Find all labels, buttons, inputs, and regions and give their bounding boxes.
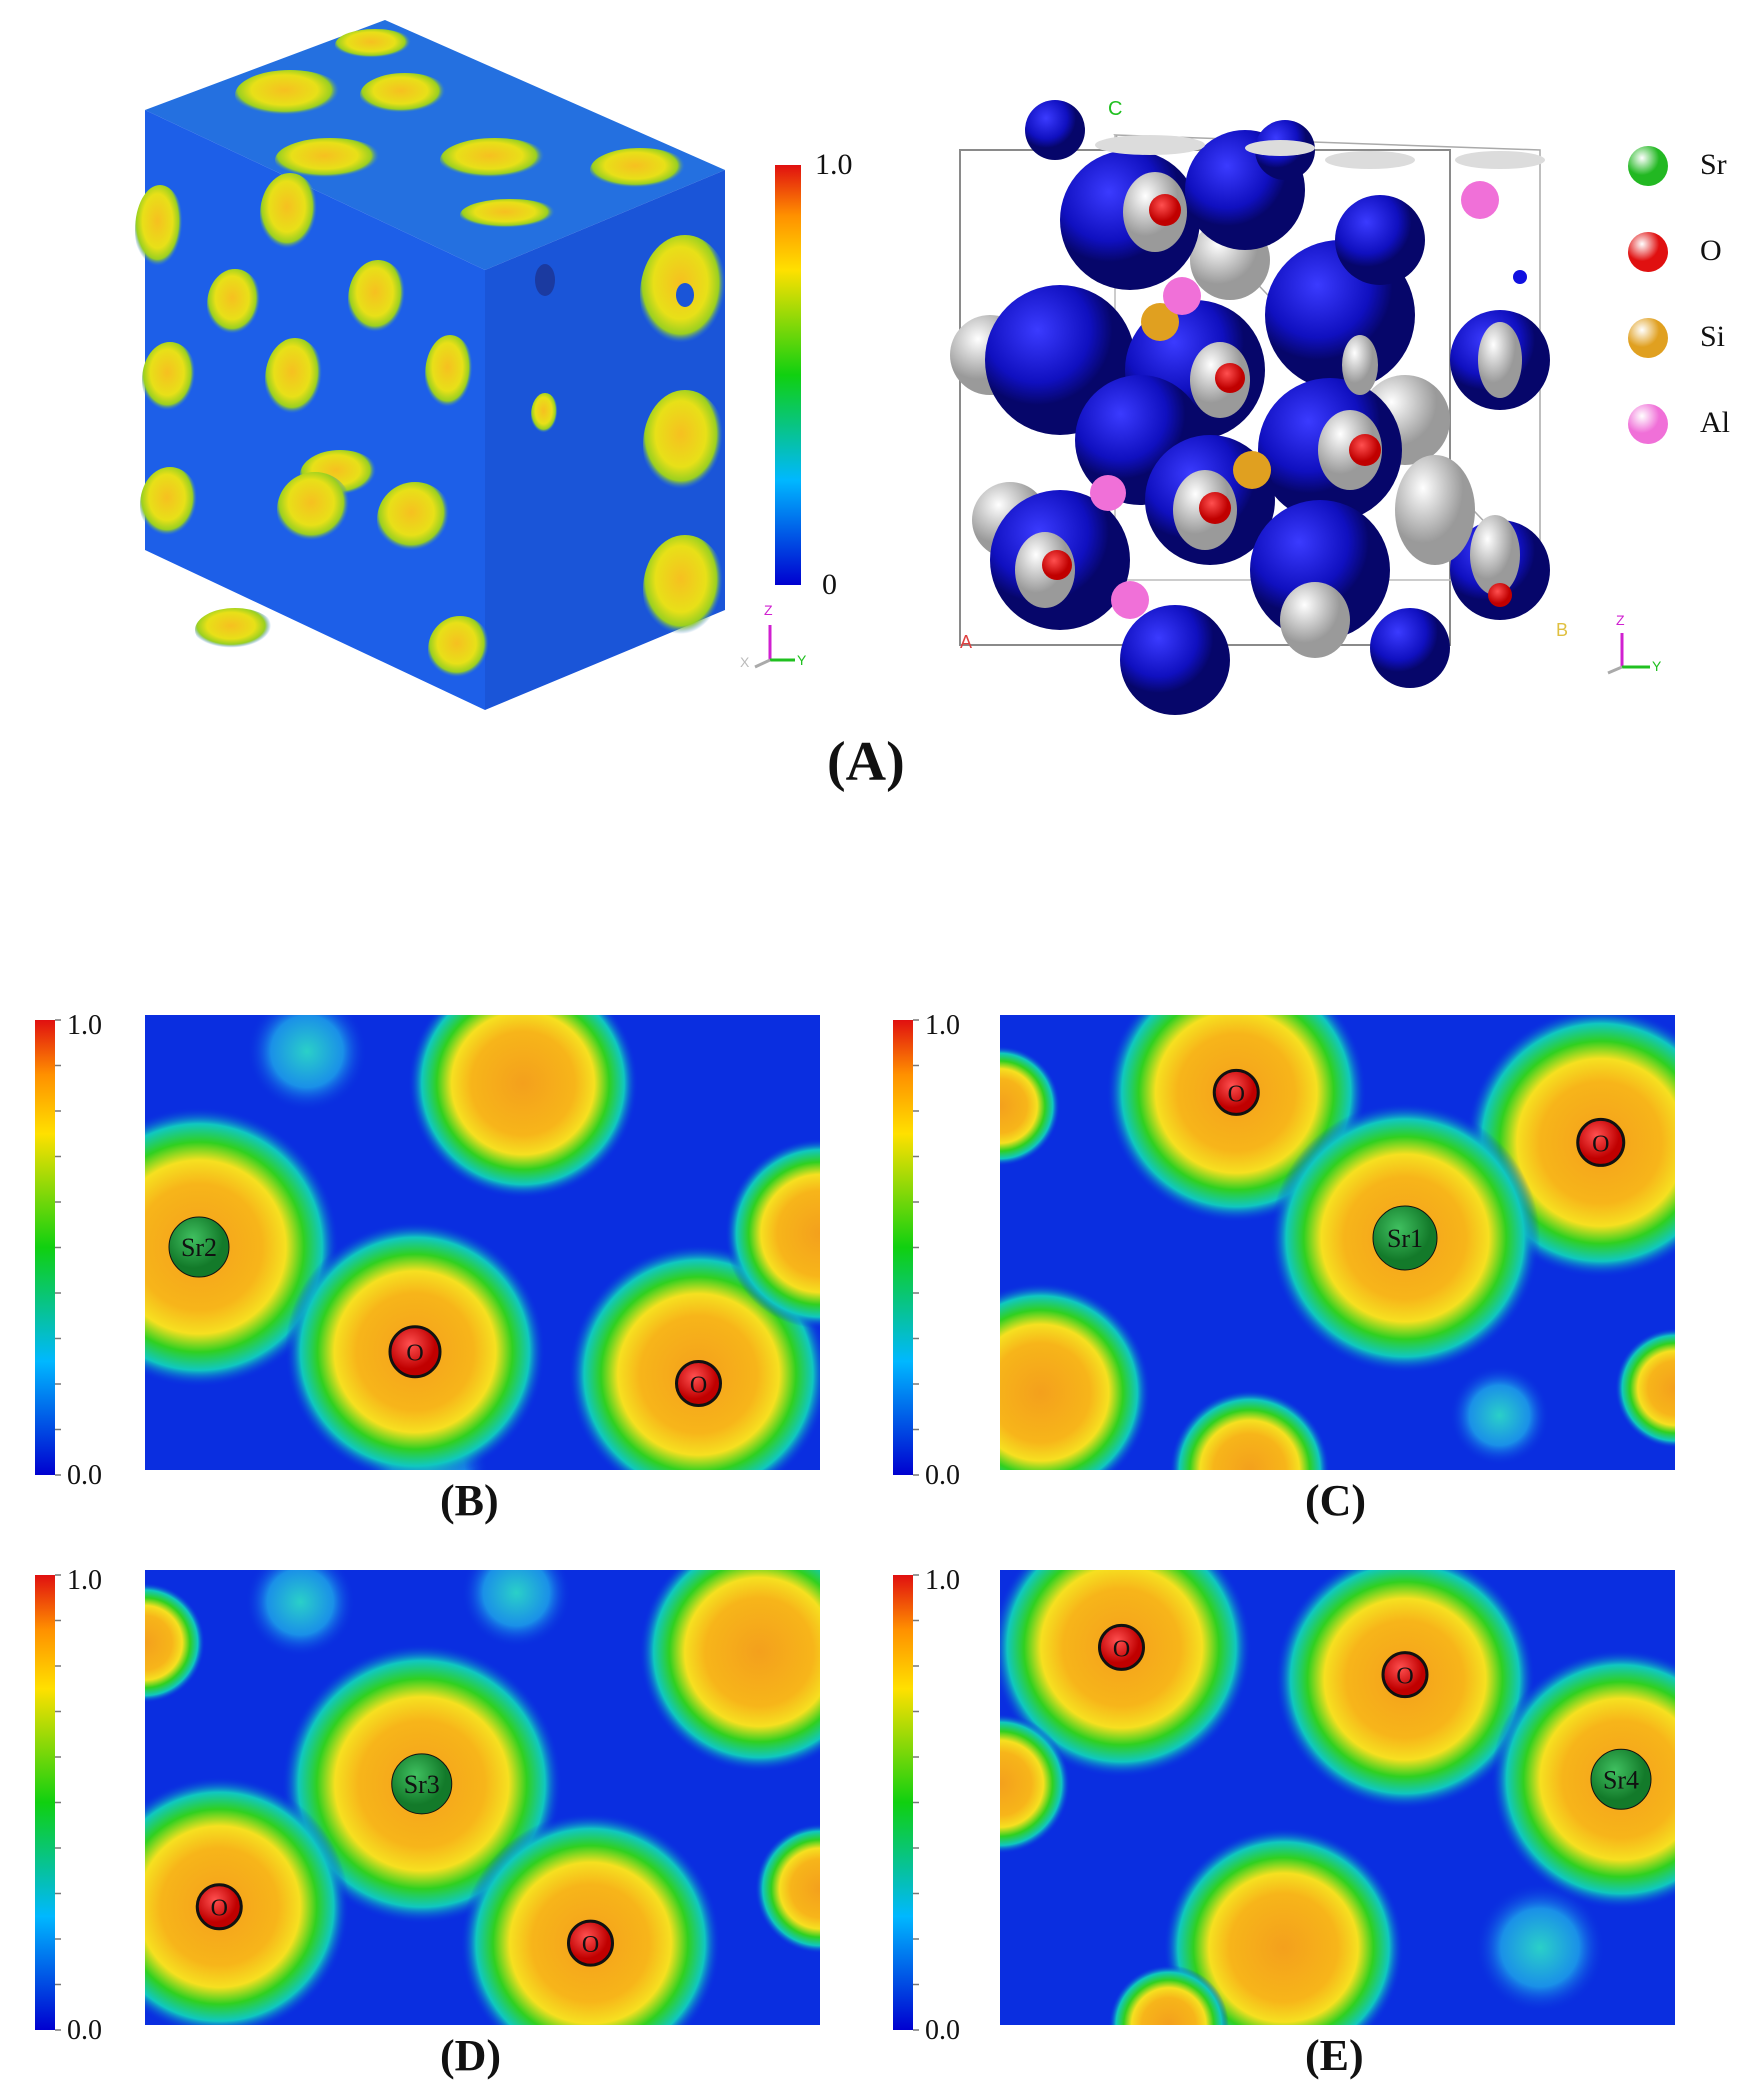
atom-label: O — [1228, 1081, 1245, 1107]
axis-x-left: X — [740, 654, 750, 670]
atom-label: Sr2 — [181, 1233, 217, 1262]
elf-low-region — [247, 1015, 367, 1112]
o-atom — [1212, 1068, 1260, 1116]
cell-axis-c: C — [1108, 98, 1123, 120]
colorbar-b — [35, 1019, 61, 1476]
axis-y-right: Y — [1652, 658, 1662, 674]
panel-b-label: (B) — [440, 1476, 499, 1525]
elf-low-region — [461, 1570, 572, 1648]
atom-label: Sr4 — [1603, 1765, 1639, 1794]
atom-label: Sr1 — [1387, 1224, 1423, 1253]
elf-high-region — [1000, 1713, 1070, 1854]
elf-high-region — [1000, 1282, 1151, 1470]
legend-swatch — [1628, 146, 1668, 186]
colorbar-e-max: 1.0 — [925, 1565, 960, 1596]
sr-atom — [1372, 1205, 1438, 1271]
atom-label: O — [1396, 1664, 1413, 1690]
elf-high-region — [460, 1813, 721, 2025]
legend-swatch — [1628, 318, 1668, 358]
elf-low-region — [1449, 1365, 1550, 1466]
legend-item-si: Si — [1620, 312, 1753, 372]
axis-z-right: Z — [1616, 612, 1625, 628]
elf-high-region — [1000, 1570, 1252, 1778]
elf-map-b: Sr2 O O — [145, 1015, 820, 1470]
o-atom — [675, 1360, 722, 1408]
crystal-structure — [950, 100, 1550, 715]
legend-label: O — [1700, 234, 1722, 267]
colorbar-e-min: 0.0 — [925, 2015, 960, 2046]
panel-e-label: (E) — [1305, 2031, 1364, 2080]
axis-z-left: Z — [764, 602, 773, 618]
panel-a-label: (A) — [827, 731, 905, 793]
elf-high-region — [145, 1582, 205, 1703]
panel-a-colorbar-max: 1.0 — [815, 148, 853, 181]
panel-a-colorbar-min: 0 — [822, 568, 837, 601]
sr-atom — [168, 1216, 230, 1278]
atom-label: O — [690, 1373, 707, 1399]
legend-swatch — [1628, 232, 1668, 272]
elf-high-region — [755, 1823, 820, 1954]
colorbar-b-max: 1.0 — [67, 1010, 102, 1041]
colorbar-d-max: 1.0 — [67, 1565, 102, 1596]
panel-c-label: (C) — [1305, 1476, 1367, 1525]
sr-atom — [391, 1753, 453, 1815]
elf-high-region — [1169, 1390, 1330, 1470]
elf-map-e: O O Sr4 — [1000, 1570, 1675, 2025]
atom-label: Sr3 — [404, 1770, 440, 1799]
elf-high-region — [1108, 1965, 1229, 2025]
colorbar-c-max: 1.0 — [925, 1010, 960, 1041]
atom-label: O — [211, 1896, 228, 1922]
elf-high-region — [145, 1776, 350, 2025]
atom-label: O — [1592, 1131, 1609, 1157]
panel-d-label: (D) — [440, 2031, 502, 2080]
o-atom — [1576, 1117, 1626, 1167]
sr-atom — [1590, 1748, 1652, 1810]
elf-map-d: Sr3 O O — [145, 1570, 820, 2025]
elf-high-region — [408, 1015, 638, 1199]
colorbar-d-min: 0.0 — [67, 2015, 102, 2046]
legend-swatch — [1628, 404, 1668, 444]
elf-high-region — [1163, 1827, 1404, 2025]
colorbar-c-min: 0.0 — [925, 1460, 960, 1491]
legend-label: Si — [1700, 320, 1726, 353]
elf-high-region — [1615, 1328, 1675, 1449]
elf-isosurface-cube — [135, 20, 730, 710]
o-atom — [1098, 1623, 1145, 1671]
axis-y-left: Y — [797, 652, 807, 668]
cell-axis-a: A — [960, 632, 973, 652]
elf-low-region — [1475, 1882, 1605, 2013]
elf-map-c: O O Sr1 — [1000, 1015, 1675, 1470]
o-atom — [1381, 1651, 1429, 1699]
o-atom — [567, 1919, 614, 1967]
colorbar-b-min: 0.0 — [67, 1460, 102, 1491]
colorbar-c — [893, 1019, 919, 1476]
o-atom — [388, 1325, 442, 1379]
colorbar-e — [893, 1574, 919, 2031]
axes-triad-right — [1607, 633, 1650, 675]
atom-label: O — [406, 1341, 423, 1367]
elf-high-region — [639, 1570, 820, 1772]
panel-a-colorbar — [775, 165, 801, 585]
atom-label: O — [582, 1932, 599, 1958]
legend-label: Al — [1700, 406, 1730, 439]
legend-item-al: Al — [1620, 398, 1753, 458]
legend-item-sr: Sr — [1620, 140, 1753, 200]
elf-low-region — [245, 1570, 356, 1657]
o-atom — [195, 1883, 243, 1931]
elf-high-region — [1000, 1046, 1060, 1166]
legend-item-o: O — [1620, 226, 1753, 286]
elf-high-region — [725, 1138, 820, 1329]
colorbar-d — [35, 1574, 61, 2031]
elf-high-region — [1491, 1649, 1675, 1910]
cell-axis-b: B — [1556, 620, 1569, 640]
axes-triad-left — [754, 625, 795, 669]
atom-legend: Sr O Si Al — [1620, 140, 1753, 460]
atom-label: O — [1113, 1636, 1130, 1662]
legend-label: Sr — [1700, 148, 1727, 181]
